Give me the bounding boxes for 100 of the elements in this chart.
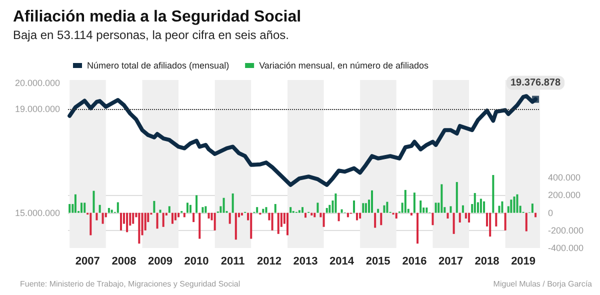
bar xyxy=(168,206,170,213)
bar xyxy=(326,208,328,213)
y2-tick-label: -200.000 xyxy=(548,225,584,236)
bar xyxy=(362,203,364,213)
bar xyxy=(370,190,373,213)
legend-label: Número total de afiliados (mensual) xyxy=(87,60,230,70)
bar xyxy=(96,212,98,220)
bar xyxy=(174,212,176,220)
y-tick-label: 20.000.000 xyxy=(14,78,60,88)
bar xyxy=(340,209,343,213)
bar xyxy=(452,212,455,234)
bar xyxy=(183,212,186,218)
bar xyxy=(198,212,201,239)
bar xyxy=(153,200,156,213)
bar xyxy=(138,212,140,244)
x-tick-label: 2017 xyxy=(438,256,463,268)
bar xyxy=(426,208,428,213)
x-tick-label: 2013 xyxy=(293,256,318,268)
bar xyxy=(462,205,464,213)
bar xyxy=(196,195,198,213)
x-tick-label: 2014 xyxy=(330,256,355,268)
bar xyxy=(483,201,486,213)
bar xyxy=(186,202,188,213)
legend-label: Variación mensual, en número de afiliados xyxy=(259,60,429,70)
bar xyxy=(513,196,516,213)
y2-tick-label: -400.000 xyxy=(548,243,584,253)
bar xyxy=(108,208,110,213)
bar xyxy=(413,192,416,213)
bar xyxy=(489,212,492,237)
bar xyxy=(84,202,86,213)
bar xyxy=(450,206,452,213)
bar xyxy=(534,212,537,218)
bar xyxy=(202,207,204,213)
bar xyxy=(120,212,122,230)
bar xyxy=(498,206,500,213)
bar xyxy=(189,204,192,213)
x-tick-label: 2018 xyxy=(474,256,500,268)
bar xyxy=(68,204,71,213)
x-tick-label: 2011 xyxy=(220,256,245,268)
bar xyxy=(501,201,504,213)
bar xyxy=(298,210,300,213)
bar xyxy=(208,212,210,219)
bar xyxy=(386,202,388,213)
bar xyxy=(458,212,461,222)
bar xyxy=(274,204,276,213)
bar xyxy=(156,212,158,229)
bar xyxy=(102,212,104,224)
bar xyxy=(192,212,195,222)
bar xyxy=(380,212,382,226)
bar xyxy=(334,193,337,213)
bar xyxy=(214,212,216,230)
bar xyxy=(492,174,494,213)
bar xyxy=(531,204,534,213)
bar xyxy=(222,198,225,213)
bar xyxy=(228,212,231,224)
bar xyxy=(316,202,319,213)
y2-tick-label: 400.000 xyxy=(548,172,581,183)
bar xyxy=(516,194,518,213)
bar xyxy=(440,184,443,213)
bar xyxy=(162,212,164,227)
bar xyxy=(204,206,207,213)
bar xyxy=(383,205,386,213)
bar xyxy=(377,208,380,213)
bar xyxy=(456,182,458,213)
bar xyxy=(464,212,467,219)
bar xyxy=(480,198,482,213)
bar xyxy=(364,203,367,213)
bar xyxy=(356,212,358,220)
bar xyxy=(277,212,280,234)
bar xyxy=(262,208,264,213)
bar xyxy=(314,212,316,218)
bar xyxy=(92,190,95,213)
text: Miguel Mulas / Borja García xyxy=(493,280,593,288)
bar xyxy=(110,210,113,213)
bar xyxy=(304,212,306,218)
chart-subtitle: Baja en 53.114 personas, la peor cifra en seis años. xyxy=(13,28,289,42)
bar xyxy=(74,194,76,213)
bar xyxy=(404,190,406,213)
bar xyxy=(395,212,398,219)
bar xyxy=(410,212,412,216)
bar xyxy=(265,207,268,213)
annotation: 19.376.878 xyxy=(510,77,561,88)
bar xyxy=(126,212,128,232)
source-note: Fuente: Ministerio de Trabajo, Migraciones y Seguridad Social xyxy=(20,280,240,288)
bar xyxy=(232,193,234,213)
bar xyxy=(256,207,258,213)
bar xyxy=(328,204,331,213)
bar xyxy=(495,212,498,226)
bar xyxy=(171,212,174,224)
bar xyxy=(322,212,325,227)
y2-tick-label: 0 xyxy=(548,208,554,218)
x-tick-label: 2012 xyxy=(256,256,282,268)
bar xyxy=(468,212,470,222)
bar xyxy=(374,212,376,228)
bar xyxy=(353,200,356,213)
bar xyxy=(286,212,288,236)
bar xyxy=(310,212,313,216)
bar xyxy=(90,212,92,236)
bar xyxy=(434,202,437,213)
bar xyxy=(346,212,349,218)
